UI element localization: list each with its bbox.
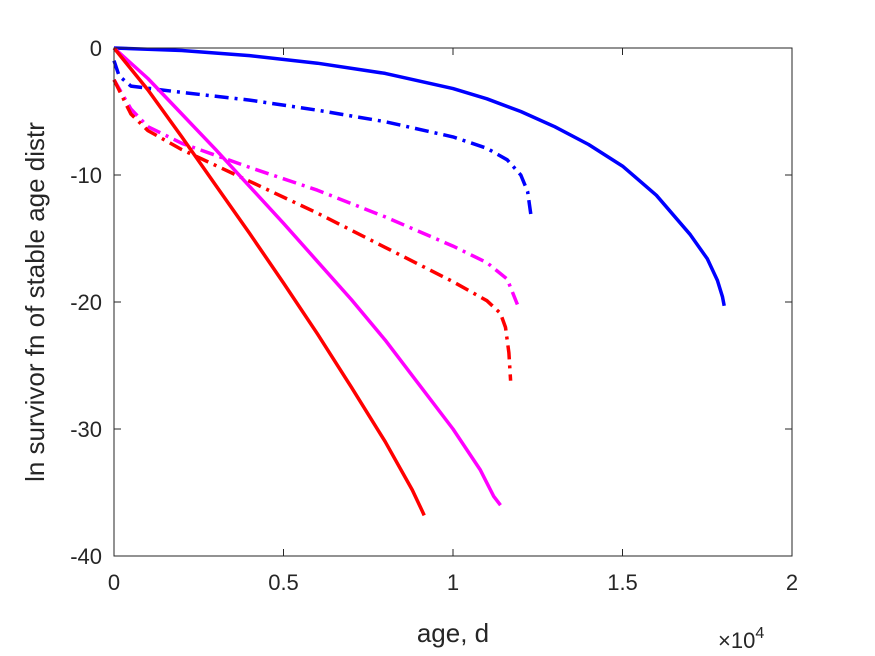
- x-axis-label: age, d: [417, 618, 489, 648]
- x-tick-label: 0: [108, 570, 120, 595]
- y-tick-label: -10: [70, 163, 102, 188]
- x-tick-label: 0.5: [268, 570, 299, 595]
- series-layer: [112, 46, 726, 517]
- series-line-3: [112, 78, 520, 306]
- x-axis-exponent-power: 4: [755, 625, 764, 642]
- x-axis-exponent: ×104: [718, 625, 764, 653]
- x-axis-exponent-base: ×10: [718, 628, 755, 653]
- y-tick-label: 0: [90, 36, 102, 61]
- x-tick-label: 1: [447, 570, 459, 595]
- series-line-2: [112, 60, 533, 216]
- series-line-6: [112, 46, 426, 517]
- x-tick-label: 2: [786, 570, 798, 595]
- series-line-4: [112, 79, 513, 381]
- series-line-5: [112, 46, 502, 507]
- y-tick-label: -30: [70, 417, 102, 442]
- y-axis-label: ln survivor fn of stable age distr: [20, 122, 50, 482]
- y-tick-label: -40: [70, 544, 102, 569]
- y-tick-label: -20: [70, 290, 102, 315]
- tick-layer: 0 0.5 1 1.5 2 0 -10 -20 -30 -40: [70, 36, 798, 595]
- x-tick-label: 1.5: [607, 570, 638, 595]
- series-line-1: [113, 46, 726, 307]
